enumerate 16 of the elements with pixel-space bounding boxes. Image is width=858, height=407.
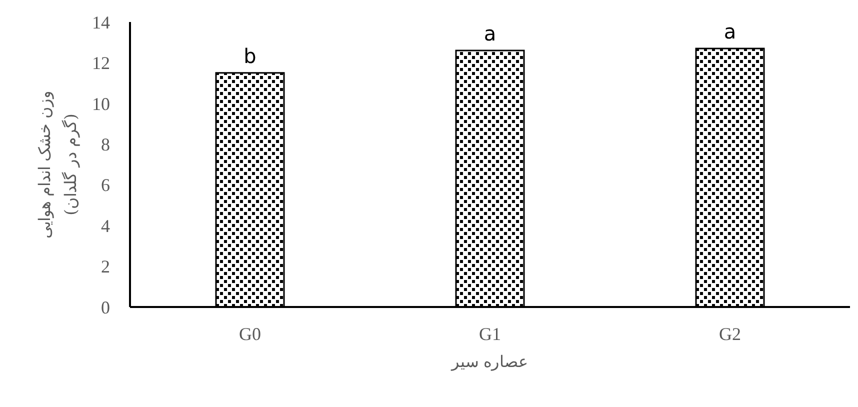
y-tick-label: 12 bbox=[92, 53, 110, 74]
y-tick-label: 2 bbox=[101, 256, 110, 277]
y-axis-title: وزن خشک اندام هوایی (گرم در گلدان) bbox=[35, 90, 80, 239]
x-axis-title: عصاره سیر bbox=[450, 352, 529, 371]
annotation: b bbox=[244, 44, 256, 68]
y-tick-label: 8 bbox=[101, 134, 110, 155]
y-tick-label: 0 bbox=[101, 297, 110, 318]
x-tick-label: G0 bbox=[239, 324, 261, 344]
y-tick-label: 14 bbox=[92, 12, 110, 32]
x-tick-label: G1 bbox=[479, 324, 501, 344]
y-tick-label: 10 bbox=[92, 94, 110, 114]
annotation: a bbox=[484, 22, 496, 46]
x-tick-label: G2 bbox=[719, 324, 741, 344]
y-tick-label: 6 bbox=[101, 175, 110, 196]
annotation: a bbox=[724, 19, 736, 44]
y-tick-label: 4 bbox=[101, 216, 110, 236]
